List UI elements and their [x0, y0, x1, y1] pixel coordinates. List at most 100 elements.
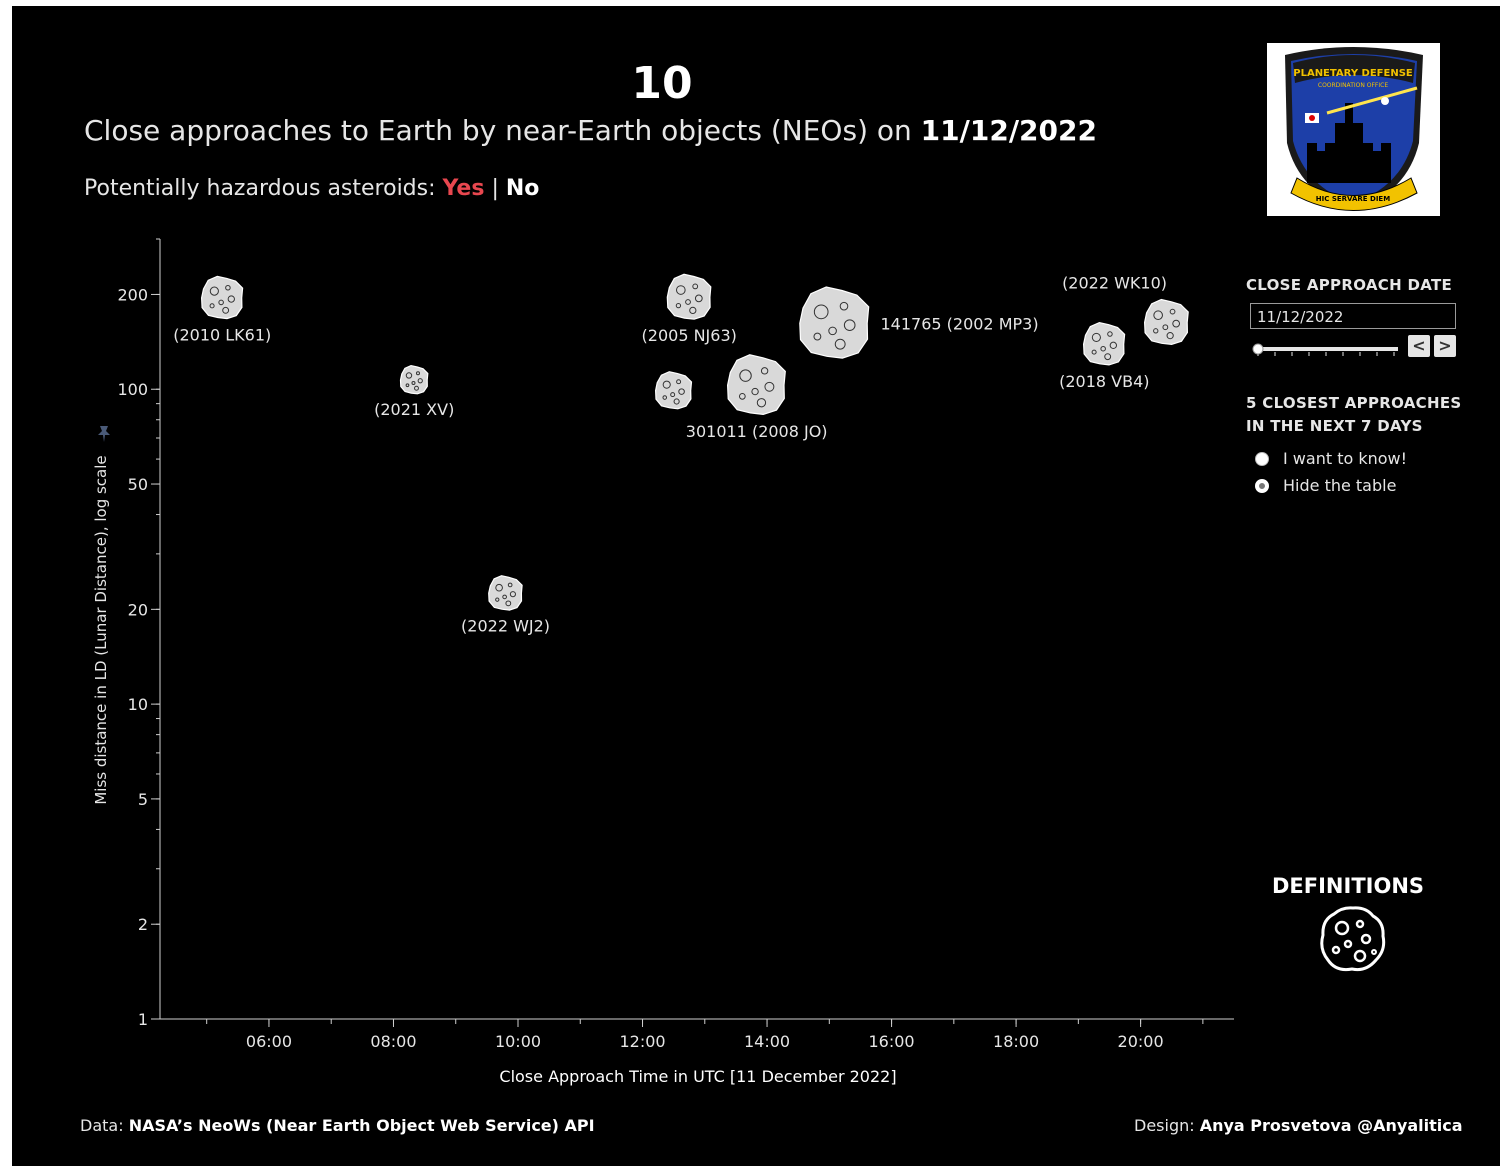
crater	[415, 371, 420, 376]
definitions-button[interactable]: DEFINITIONS	[1272, 874, 1425, 898]
hazard-no-toggle[interactable]: No	[505, 176, 540, 201]
table-heading-line1: 5 CLOSEST APPROACHES	[1246, 394, 1462, 412]
asteroid-mark[interactable]: (2005 NJ63)	[642, 273, 737, 345]
crater	[218, 299, 224, 306]
radio-hide-table[interactable]: Hide the table	[1255, 476, 1396, 495]
asteroid-marks: (2010 LK61) (2021 XV) (2022 WJ2) (2005 NJ63…	[173, 273, 1189, 636]
x-tick-label: 18:00	[993, 1032, 1039, 1051]
crater	[678, 388, 685, 395]
asteroid-body[interactable]	[726, 354, 786, 416]
asteroid-mark[interactable]: (2010 LK61)	[173, 275, 271, 345]
date-input[interactable]: 11/12/2022	[1250, 303, 1456, 329]
crater	[505, 600, 512, 607]
crater	[502, 594, 507, 600]
crater	[813, 304, 829, 320]
crater	[1153, 328, 1159, 334]
y-tick-label: 1	[138, 1010, 148, 1029]
crater	[225, 284, 231, 291]
crater	[209, 286, 219, 296]
data-source: NASA’s NeoWs (Near Earth Object Web Serv…	[128, 1116, 595, 1135]
asteroid-label: (2021 XV)	[374, 400, 454, 419]
crater	[1172, 319, 1181, 328]
crater	[675, 285, 686, 295]
logo-banner-text: HIC SERVARE DIEM	[1316, 195, 1390, 203]
y-tick-label: 10	[128, 695, 148, 714]
crater	[738, 392, 746, 400]
asteroid-label: (2005 NJ63)	[642, 326, 737, 345]
y-tick-label: 100	[117, 380, 148, 399]
asteroid-mark[interactable]: (2018 VB4)	[1059, 321, 1149, 391]
pin-icon[interactable]	[98, 426, 110, 442]
asteroid-mark[interactable]: 301011 (2008 JO)	[686, 354, 828, 441]
radio-label: Hide the table	[1283, 476, 1397, 495]
asteroid-mark[interactable]	[654, 371, 693, 410]
y-axis: 1 2 5 10 20 50 100 200	[117, 238, 161, 1029]
crater	[222, 306, 230, 314]
crater	[764, 381, 775, 392]
crater	[751, 387, 759, 396]
prev-date-button[interactable]: <	[1408, 335, 1430, 357]
next-date-button[interactable]: >	[1434, 335, 1456, 357]
crater	[507, 582, 513, 588]
asteroid-label: (2022 WK10)	[1062, 273, 1167, 292]
crater	[405, 383, 410, 388]
y-axis-label: Miss distance in LD (Lunar Distance), lo…	[92, 455, 110, 804]
asteroid-mark[interactable]: (2022 WK10)	[1062, 273, 1189, 346]
radio-dot[interactable]	[1255, 452, 1269, 466]
crater	[694, 294, 703, 303]
crater	[685, 299, 691, 305]
crater	[227, 295, 235, 303]
radio-label: I want to know!	[1283, 449, 1408, 468]
asteroid-mark[interactable]: 141765 (2002 MP3)	[799, 286, 1039, 359]
asteroid-body[interactable]	[200, 275, 244, 320]
title-date: 11/12/2022	[920, 114, 1097, 147]
asteroid-mark[interactable]: (2022 WJ2)	[461, 575, 550, 636]
crater	[1162, 324, 1169, 331]
crater	[692, 283, 699, 290]
y-tick-label: 2	[138, 915, 148, 934]
crater	[675, 302, 682, 309]
radio-show-table[interactable]: I want to know!	[1255, 449, 1407, 468]
neo-count: 10	[631, 58, 693, 109]
asteroid-icon[interactable]	[1318, 904, 1388, 974]
y-tick-label: 5	[138, 790, 148, 809]
crater	[739, 369, 752, 382]
crater	[1169, 308, 1176, 315]
asteroid-label: (2018 VB4)	[1059, 372, 1149, 391]
design-prefix: Design:	[1134, 1116, 1200, 1135]
crater	[417, 378, 423, 384]
hazard-yes-toggle[interactable]: Yes	[442, 176, 485, 201]
asteroid-body[interactable]	[1082, 321, 1126, 366]
x-tick-label: 14:00	[744, 1032, 790, 1051]
asteroid-mark[interactable]: (2021 XV)	[374, 364, 454, 419]
asteroid-body[interactable]	[666, 273, 712, 320]
asteroid-body[interactable]	[799, 286, 870, 359]
date-slider[interactable]	[1252, 341, 1402, 359]
radio-dot-selected[interactable]	[1255, 479, 1269, 493]
asteroid-body[interactable]	[1143, 298, 1189, 346]
crater	[839, 301, 849, 311]
crater	[689, 306, 697, 315]
asteroid-body[interactable]	[654, 371, 693, 410]
asteroid-body[interactable]	[488, 575, 523, 611]
hazard-prefix: Potentially hazardous asteroids:	[84, 176, 443, 201]
neo-scatter-chart: 1 2 5 10 20 50 100 200 06:00 08:00 10:00 12:00 14:0…	[92, 238, 1234, 1086]
crater	[813, 332, 822, 341]
data-source-credit: Data: NASA’s NeoWs (Near Earth Object We…	[80, 1116, 595, 1135]
y-tick-label: 50	[128, 475, 148, 494]
design-author[interactable]: Anya Prosvetova @Anyalitica	[1199, 1116, 1463, 1135]
crater	[209, 303, 215, 309]
y-tick-label: 20	[128, 600, 148, 619]
crater	[1109, 341, 1117, 349]
planetary-defense-logo: PLANETARY DEFENSE COORDINATION OFFICE HI…	[1267, 43, 1440, 216]
x-tick-label: 12:00	[619, 1032, 665, 1051]
slider-handle[interactable]	[1252, 343, 1264, 355]
hazard-legend: Potentially hazardous asteroids: Yes | N…	[84, 176, 539, 201]
crater	[756, 398, 767, 408]
crater	[1104, 353, 1112, 361]
x-tick-label: 08:00	[370, 1032, 416, 1051]
asteroid-body[interactable]	[399, 364, 429, 395]
crater	[662, 380, 671, 389]
date-heading: CLOSE APPROACH DATE	[1246, 276, 1453, 294]
table-heading-line2: IN THE NEXT 7 DAYS	[1246, 417, 1423, 435]
